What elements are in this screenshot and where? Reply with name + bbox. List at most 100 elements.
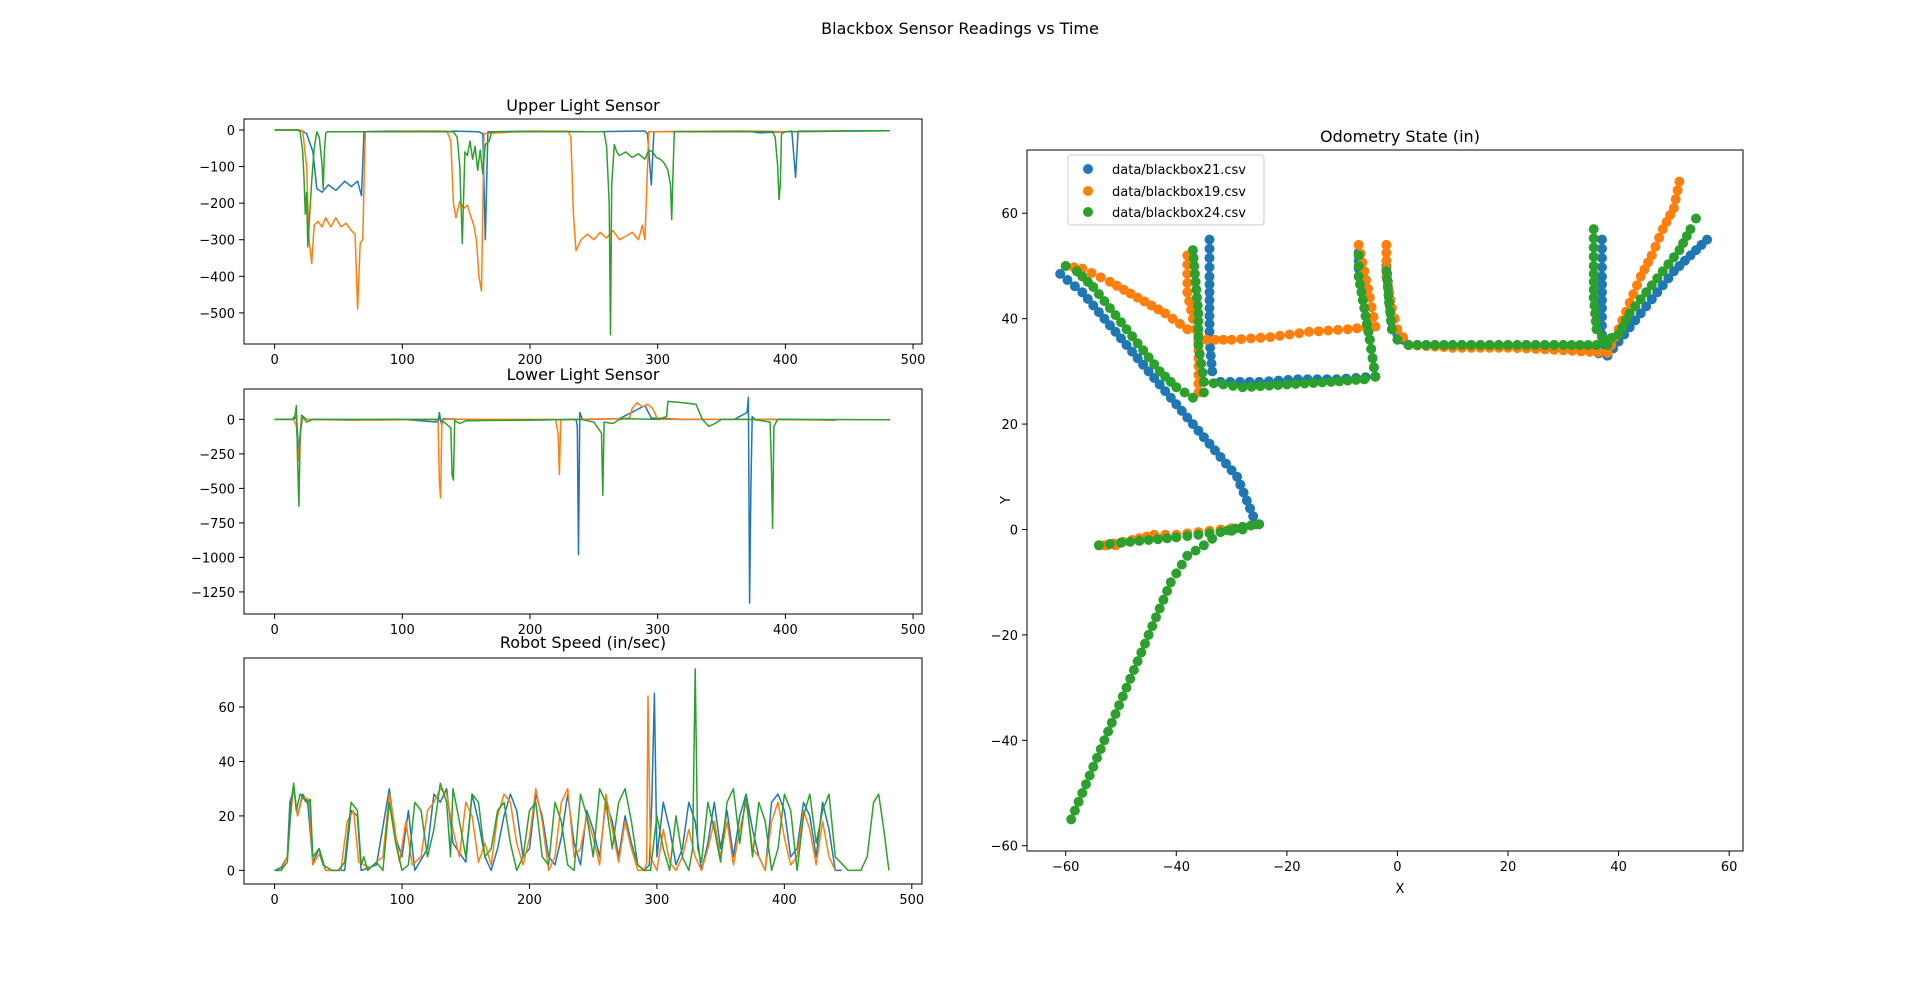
odometry-point-0 bbox=[1597, 243, 1607, 254]
odometry-point-2 bbox=[1357, 295, 1368, 306]
odometry-point-0 bbox=[1207, 366, 1218, 377]
odometry-point-1 bbox=[1654, 232, 1665, 243]
odometry-point-1 bbox=[1313, 326, 1324, 337]
upper-ytick-label: −400 bbox=[199, 270, 235, 285]
lower-plot-title: Lower Light Sensor bbox=[507, 365, 660, 384]
odometry-point-2 bbox=[1066, 814, 1077, 825]
odometry-point-2 bbox=[1154, 603, 1165, 614]
odometry-point-2 bbox=[1646, 280, 1657, 291]
speed-ytick-label: 60 bbox=[218, 701, 235, 716]
lower-ytick-label: −250 bbox=[199, 448, 235, 463]
upper-ytick-label: −200 bbox=[199, 197, 235, 212]
odometry-point-1 bbox=[1226, 334, 1237, 345]
odometry-point-0 bbox=[1204, 262, 1215, 273]
odometry-point-2 bbox=[1193, 529, 1204, 540]
odometry-legend: data/blackbox21.csv data/blackbox19.csv … bbox=[1067, 154, 1265, 226]
odometry-point-2 bbox=[1215, 527, 1226, 538]
odometry-point-2 bbox=[1382, 274, 1393, 285]
lower-xtick-label: 500 bbox=[901, 623, 926, 638]
odometry-point-2 bbox=[1088, 282, 1099, 292]
odometry-xtick-label: −60 bbox=[1052, 860, 1079, 875]
odometry-point-1 bbox=[1368, 311, 1379, 322]
odometry-point-0 bbox=[1093, 307, 1104, 318]
odometry-point-0 bbox=[1160, 386, 1171, 397]
odometry-point-1 bbox=[1167, 313, 1178, 324]
odometry-point-2 bbox=[1092, 752, 1102, 763]
odometry-point-2 bbox=[1136, 647, 1147, 658]
odometry-x-axis-label: X bbox=[1396, 882, 1405, 897]
upper-series-line-1 bbox=[274, 129, 837, 310]
odometry-point-2 bbox=[1493, 340, 1504, 350]
odometry-point-2 bbox=[1218, 379, 1229, 390]
odometry-point-2 bbox=[1208, 378, 1219, 389]
speed-plot-lines bbox=[274, 668, 890, 872]
lower-ytick-label: −1000 bbox=[191, 551, 235, 566]
odometry-point-1 bbox=[1381, 239, 1392, 250]
odometry-point-1 bbox=[1095, 272, 1106, 283]
odometry-point-2 bbox=[1246, 381, 1257, 392]
odometry-point-1 bbox=[1265, 332, 1276, 343]
odometry-point-2 bbox=[1152, 534, 1163, 545]
odometry-point-0 bbox=[1232, 471, 1243, 482]
odometry-point-2 bbox=[1392, 334, 1403, 345]
lower-ytick-label: −500 bbox=[199, 482, 235, 497]
odometry-point-2 bbox=[1187, 245, 1198, 256]
odometry-point-2 bbox=[1143, 352, 1154, 363]
odometry-point-2 bbox=[1356, 287, 1367, 298]
odometry-point-1 bbox=[1381, 255, 1392, 266]
lower-plot-ticks: 0 100 200 300 400 500 0 −250 −500 −750 −1000 −1250 bbox=[191, 413, 925, 638]
odometry-point-0 bbox=[1663, 273, 1674, 284]
odometry-point-2 bbox=[1503, 340, 1513, 350]
lower-xtick-label: 200 bbox=[518, 623, 543, 638]
odometry-point-0 bbox=[1241, 495, 1252, 506]
odometry-point-2 bbox=[1125, 536, 1136, 547]
odometry-point-1 bbox=[1668, 203, 1679, 213]
odometry-point-2 bbox=[1165, 577, 1176, 588]
odometry-point-2 bbox=[1382, 282, 1393, 292]
odometry-point-2 bbox=[1383, 289, 1394, 300]
odometry-point-0 bbox=[1210, 445, 1220, 456]
odometry-point-2 bbox=[1245, 520, 1256, 531]
odometry-plot-points bbox=[1055, 176, 1713, 825]
odometry-point-2 bbox=[1589, 300, 1600, 311]
lower-xtick-label: 100 bbox=[390, 623, 415, 638]
odometry-point-2 bbox=[1385, 306, 1396, 317]
odometry-point-2 bbox=[1334, 376, 1345, 387]
odometry-point-2 bbox=[1077, 788, 1088, 798]
speed-plot-title: Robot Speed (in/sec) bbox=[500, 633, 666, 652]
odometry-point-1 bbox=[1218, 334, 1229, 345]
odometry-point-2 bbox=[1685, 224, 1696, 235]
odometry-point-0 bbox=[1116, 333, 1126, 344]
odometry-point-2 bbox=[1521, 340, 1532, 350]
odometry-point-0 bbox=[1597, 303, 1607, 314]
lower-series-line-0 bbox=[274, 396, 837, 604]
odometry-point-2 bbox=[1193, 324, 1204, 335]
odometry-point-1 bbox=[1182, 324, 1193, 335]
odometry-xtick-label: 60 bbox=[1721, 860, 1738, 875]
upper-plot-lines bbox=[274, 129, 891, 336]
odometry-point-1 bbox=[1182, 268, 1193, 279]
odometry-point-0 bbox=[1215, 452, 1226, 462]
odometry-point-2 bbox=[1187, 392, 1198, 403]
speed-xtick-label: 0 bbox=[270, 893, 278, 908]
odometry-point-2 bbox=[1182, 550, 1193, 561]
odometry-ytick-label: 60 bbox=[1001, 207, 1018, 222]
odometry-point-2 bbox=[1110, 310, 1121, 321]
odometry-point-0 bbox=[1088, 300, 1099, 311]
odometry-point-0 bbox=[1198, 432, 1209, 443]
legend-marker-blackbox24 bbox=[1083, 207, 1093, 217]
odometry-point-2 bbox=[1073, 796, 1084, 807]
odometry-point-0 bbox=[1132, 353, 1143, 364]
odometry-point-1 bbox=[1670, 194, 1681, 205]
speed-series-line-2 bbox=[274, 668, 890, 872]
odometry-point-1 bbox=[1351, 323, 1362, 334]
odometry-point-2 bbox=[1127, 331, 1138, 342]
speed-ytick-label: 20 bbox=[218, 810, 235, 825]
odometry-point-0 bbox=[1204, 318, 1215, 329]
lower-xtick-label: 400 bbox=[773, 623, 798, 638]
odometry-point-1 bbox=[1160, 308, 1171, 319]
lower-light-sensor-plot: Lower Light Sensor 0 100 200 300 400 500 0 −250… bbox=[191, 365, 925, 638]
odometry-point-0 bbox=[1204, 234, 1215, 245]
odometry-ytick-label: −40 bbox=[991, 734, 1018, 749]
odometry-point-2 bbox=[1114, 700, 1125, 711]
